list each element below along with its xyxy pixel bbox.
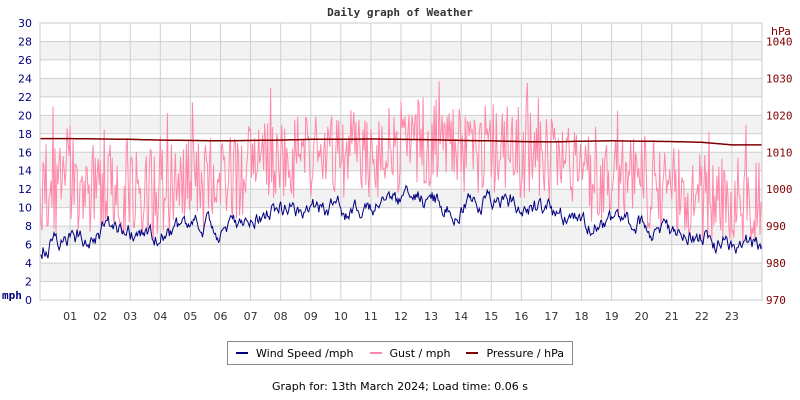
right-axis-unit-label: hPa <box>771 25 791 38</box>
svg-text:05: 05 <box>183 310 197 323</box>
svg-text:08: 08 <box>274 310 288 323</box>
svg-text:11: 11 <box>364 310 378 323</box>
svg-text:970: 970 <box>766 294 786 307</box>
legend-item-gust: Gust / mph <box>369 346 451 360</box>
svg-text:1000: 1000 <box>766 183 793 196</box>
svg-text:13: 13 <box>424 310 438 323</box>
svg-text:09: 09 <box>304 310 318 323</box>
svg-text:16: 16 <box>514 310 528 323</box>
x-axis-ticks: 01 02 03 04 05 06 07 08 09 10 11 12 13 14 15 16 17 18 19 20… <box>63 310 739 323</box>
svg-text:04: 04 <box>153 310 167 323</box>
svg-text:980: 980 <box>766 257 786 270</box>
svg-text:30: 30 <box>18 17 32 30</box>
svg-text:24: 24 <box>18 72 32 85</box>
svg-text:18: 18 <box>18 128 32 141</box>
svg-text:18: 18 <box>575 310 589 323</box>
svg-text:19: 19 <box>605 310 619 323</box>
svg-text:16: 16 <box>18 146 32 159</box>
svg-text:22: 22 <box>18 91 32 104</box>
plot-border <box>39 22 763 301</box>
chart-legend: Wind Speed /mph Gust / mph Pressure / hP… <box>227 341 573 365</box>
svg-text:14: 14 <box>454 310 468 323</box>
wind-speed-swatch-icon <box>236 352 248 354</box>
wind-speed-series-line <box>39 184 763 260</box>
svg-text:4: 4 <box>25 257 32 270</box>
left-axis-unit-label: mph <box>2 289 22 302</box>
svg-text:12: 12 <box>18 183 32 196</box>
svg-text:6: 6 <box>25 239 32 252</box>
svg-text:03: 03 <box>123 310 137 323</box>
svg-text:15: 15 <box>484 310 498 323</box>
svg-text:23: 23 <box>725 310 739 323</box>
svg-text:02: 02 <box>93 310 107 323</box>
svg-text:990: 990 <box>766 220 786 233</box>
graph-footer: Graph for: 13th March 2024; Load time: 0… <box>271 380 529 393</box>
svg-text:8: 8 <box>25 220 32 233</box>
gust-swatch-icon <box>369 352 382 354</box>
legend-item-pressure: Pressure / hPa <box>466 347 564 360</box>
svg-text:1040: 1040 <box>766 35 793 48</box>
svg-text:10: 10 <box>334 310 348 323</box>
pressure-swatch-icon <box>466 352 479 354</box>
svg-text:28: 28 <box>18 35 32 48</box>
right-axis-ticks: 970 980 990 1000 1010 1020 1030 1040 <box>766 35 793 307</box>
legend-item-wind-speed: Wind Speed /mph <box>236 347 354 360</box>
svg-text:1030: 1030 <box>766 72 793 85</box>
svg-text:20: 20 <box>18 109 32 122</box>
svg-text:10: 10 <box>18 202 32 215</box>
svg-text:0: 0 <box>25 294 32 307</box>
svg-text:12: 12 <box>394 310 408 323</box>
svg-text:22: 22 <box>695 310 709 323</box>
svg-text:14: 14 <box>18 165 32 178</box>
svg-text:21: 21 <box>665 310 679 323</box>
chart-title: Daily graph of Weather <box>327 6 473 19</box>
legend-label: Gust / mph <box>389 346 451 360</box>
gust-series-line <box>39 81 763 244</box>
legend-label: Pressure / hPa <box>486 346 564 360</box>
svg-text:2: 2 <box>25 276 32 289</box>
svg-text:1020: 1020 <box>766 109 793 122</box>
svg-text:1010: 1010 <box>766 146 793 159</box>
legend-label: Wind Speed /mph <box>256 346 354 360</box>
svg-text:06: 06 <box>214 310 228 323</box>
svg-text:07: 07 <box>244 310 258 323</box>
svg-text:20: 20 <box>635 310 649 323</box>
svg-text:17: 17 <box>544 310 558 323</box>
svg-text:26: 26 <box>18 54 32 67</box>
svg-text:01: 01 <box>63 310 77 323</box>
pressure-series-line <box>40 137 762 146</box>
